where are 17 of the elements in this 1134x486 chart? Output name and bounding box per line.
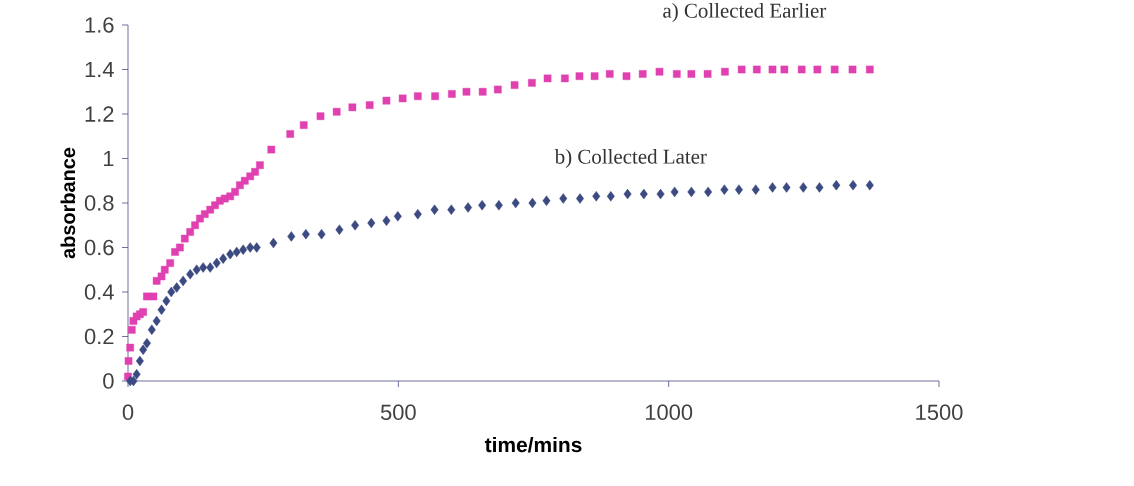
x-tick-label: 1000 [645,404,693,421]
x-axis-title: time/mins [484,436,582,453]
y-tick-label: 0.6 [84,239,114,256]
y-tick-label: 0.2 [84,328,114,345]
x-tick-label: 1500 [916,404,963,421]
y-tick-label: 0.8 [84,195,114,211]
y-tick-label: 0.4 [84,284,114,300]
y-tick-label: 1 [103,150,114,167]
x-tick-label: 0 [122,404,134,421]
y-tick-label: 1.6 [85,17,114,33]
y-axis-title: absorbance [60,147,76,259]
series-label: b) Collected Later [554,149,707,168]
x-tick-label: 500 [380,404,416,421]
text: a) Collected Earlier [663,3,827,23]
y-tick-label: 0 [103,373,114,389]
y-tick-label: 1.4 [85,61,114,78]
y-tick-label: 1.2 [85,106,114,122]
